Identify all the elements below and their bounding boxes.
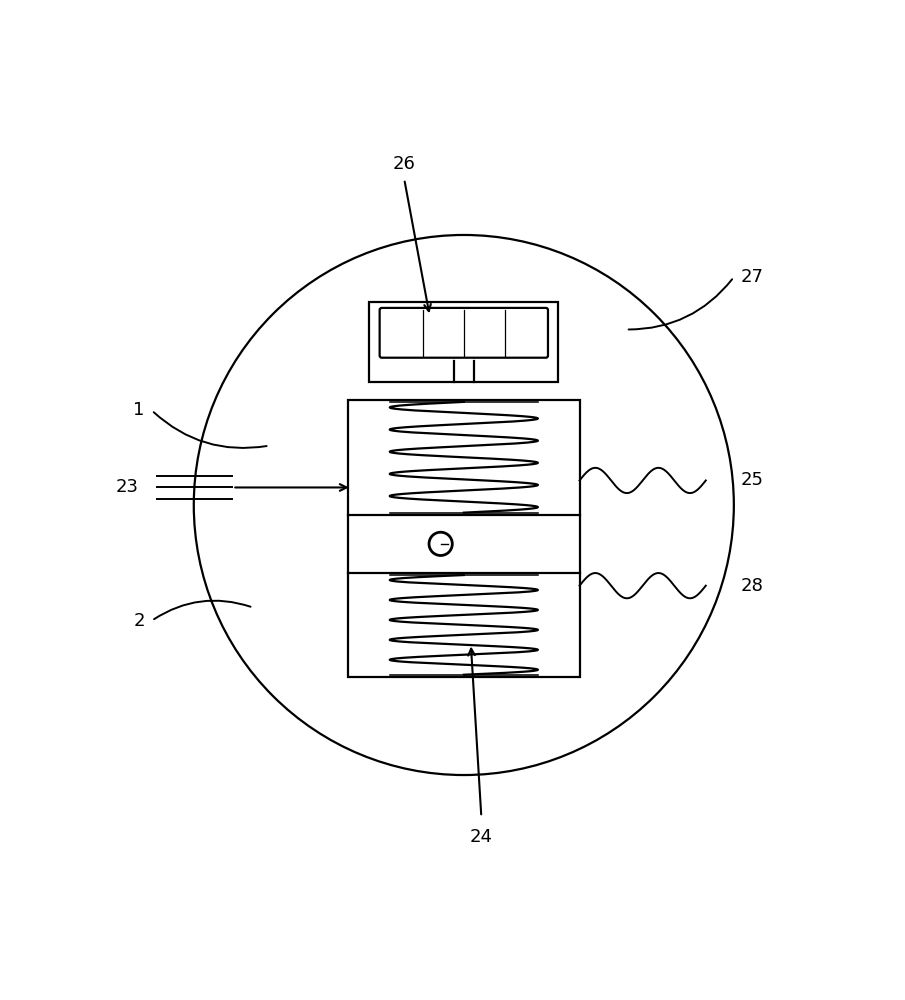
Text: 26: 26 (393, 155, 415, 173)
Text: 23: 23 (116, 478, 139, 496)
Text: 1: 1 (133, 401, 145, 419)
Text: 25: 25 (741, 471, 764, 489)
Text: 2: 2 (133, 612, 145, 630)
Bar (369, 302, 558, 382)
Text: 28: 28 (741, 577, 764, 595)
Bar (348, 400, 579, 677)
Text: 27: 27 (741, 268, 764, 286)
Text: 24: 24 (470, 828, 493, 846)
